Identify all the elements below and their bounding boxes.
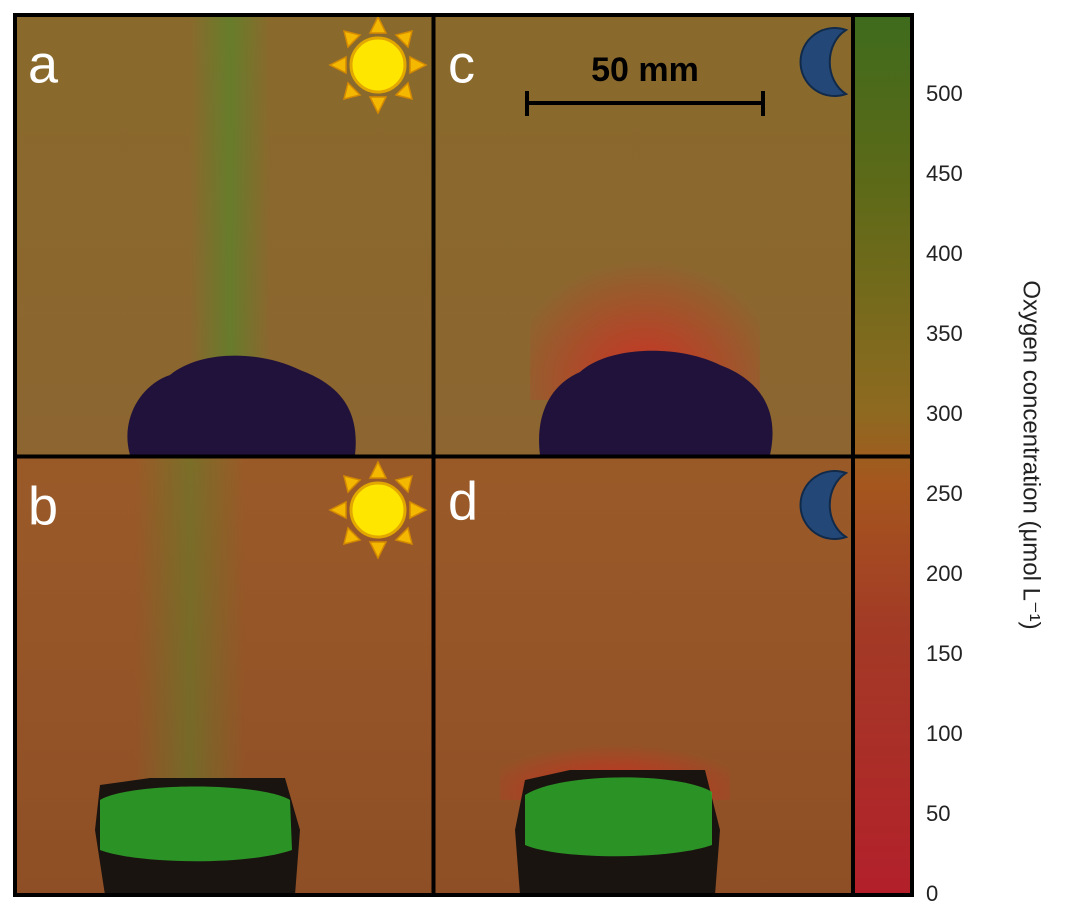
sun-icon: [328, 460, 428, 560]
y-tick-label: 450: [926, 161, 963, 186]
panel-label: b: [28, 476, 58, 536]
panel-label: d: [448, 471, 478, 531]
y-tick-label: 350: [926, 321, 963, 346]
specimen: [127, 355, 356, 455]
y-tick-label: 300: [926, 401, 963, 426]
scale-bar: [525, 91, 765, 116]
y-tick-label: 250: [926, 481, 963, 506]
colorbar-label: Oxygen concentration (μmol L⁻¹): [1018, 280, 1045, 629]
y-tick-label: 150: [926, 641, 963, 666]
y-tick-label: 200: [926, 561, 963, 586]
panel-label: c: [448, 34, 475, 94]
y-tick-label: 50: [926, 801, 950, 826]
scale-bar-label: 50 mm: [591, 51, 699, 89]
specimen: [100, 786, 292, 862]
y-tick-label: 100: [926, 721, 963, 746]
oxygen-plume: [135, 458, 245, 788]
sun-icon: [328, 15, 428, 115]
panel-label: a: [28, 34, 59, 94]
specimen: [525, 777, 712, 857]
oxygen-plume: [190, 15, 270, 360]
y-tick-label: 400: [926, 241, 963, 266]
specimen: [539, 350, 773, 455]
y-tick-label: 500: [926, 81, 963, 106]
y-tick-label: 0: [926, 881, 938, 906]
